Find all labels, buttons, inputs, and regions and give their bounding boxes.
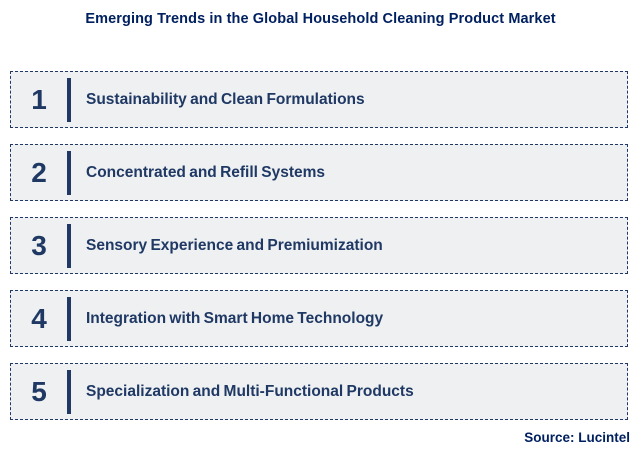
trend-row-2: 2 Concentrated and Refill Systems — [10, 144, 628, 201]
vertical-divider-bar — [67, 296, 71, 341]
trend-row-1: 1 Sustainability and Clean Formulations — [10, 71, 628, 128]
vertical-divider-bar — [67, 77, 71, 122]
page-title: Emerging Trends in the Global Household … — [85, 11, 556, 27]
trend-row-4: 4 Integration with Smart Home Technology — [10, 290, 628, 347]
trend-row-5: 5 Specialization and Multi-Functional Pr… — [10, 363, 628, 420]
trend-label: Concentrated and Refill Systems — [86, 163, 326, 181]
trend-number: 3 — [31, 229, 47, 261]
trend-label: Sensory Experience and Premiumization — [86, 236, 383, 254]
vertical-divider-bar — [67, 369, 71, 414]
trend-label: Integration with Smart Home Technology — [86, 309, 384, 327]
trend-label: Sustainability and Clean Formulations — [86, 90, 365, 108]
trend-number: 1 — [31, 83, 47, 115]
trend-number: 5 — [31, 375, 47, 407]
source-attribution: Source: Lucintel — [524, 430, 630, 445]
trend-number: 2 — [31, 156, 47, 188]
trend-list: 1 Sustainability and Clean Formulations … — [10, 71, 628, 436]
vertical-divider-bar — [67, 223, 71, 268]
trend-label: Specialization and Multi-Functional Prod… — [86, 382, 414, 400]
vertical-divider-bar — [67, 150, 71, 195]
trend-number: 4 — [31, 302, 47, 334]
trend-row-3: 3 Sensory Experience and Premiumization — [10, 217, 628, 274]
